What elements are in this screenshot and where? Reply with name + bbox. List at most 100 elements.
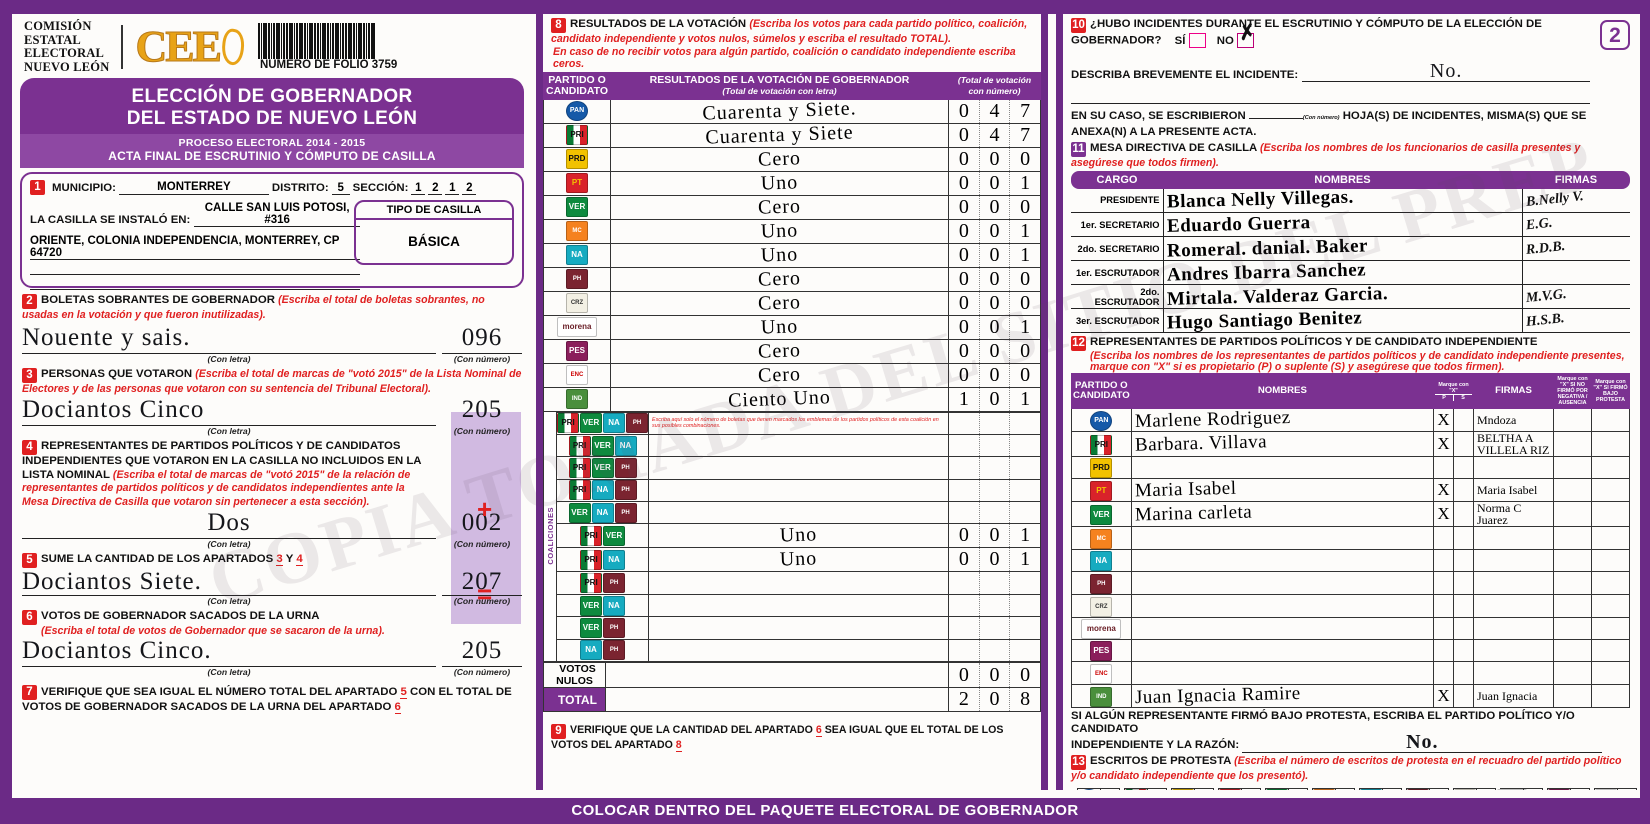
rep-no-firmo[interactable] [1553, 617, 1592, 640]
protest-box[interactable]: PRI [1124, 787, 1167, 790]
protest-box[interactable]: PRD [1171, 787, 1214, 790]
rep-firma[interactable] [1473, 571, 1554, 595]
rep-no-firmo[interactable] [1553, 408, 1592, 432]
rep-protesta[interactable] [1591, 661, 1630, 685]
section-6-number-value[interactable]: 205 [461, 637, 503, 664]
rep-propietario[interactable] [1433, 639, 1454, 662]
coalition-row-10-digits[interactable] [949, 639, 1040, 662]
coalition-row-words-cell[interactable] [648, 593, 949, 618]
protest-box-input[interactable] [1147, 788, 1166, 790]
coalition-row-9-digits[interactable] [949, 617, 1040, 639]
section-3-letter-value[interactable]: Dociantos Cinco [22, 396, 205, 423]
section-2-number-value[interactable]: 096 [461, 323, 503, 351]
rep-protesta[interactable] [1591, 594, 1630, 618]
rep-no-firmo[interactable] [1553, 456, 1592, 479]
protest-box[interactable]: VER [1265, 787, 1308, 790]
rep-protesta[interactable] [1591, 617, 1630, 640]
rep-suplente[interactable] [1453, 431, 1474, 457]
rep-nombre[interactable]: Barbara. Villava [1130, 431, 1435, 457]
coalition-row-3-digits[interactable] [949, 479, 1040, 502]
no-checkbox[interactable]: ✗ [1237, 21, 1258, 48]
rep-no-firmo[interactable] [1553, 571, 1592, 595]
coalition-row-words-cell[interactable] [648, 638, 949, 663]
coalition-row-words-cell[interactable]: Escriba aquí solo el número de boletas q… [648, 411, 949, 435]
rep-suplente[interactable] [1453, 661, 1474, 685]
protest-box[interactable]: PT [1218, 787, 1261, 790]
protest-box-input[interactable] [1476, 788, 1495, 790]
rep-nombre[interactable] [1130, 661, 1435, 685]
hojas-value[interactable] [1248, 118, 1303, 119]
rep-suplente[interactable] [1453, 408, 1474, 432]
protest-box-input[interactable] [1570, 788, 1589, 790]
address-line-4[interactable] [30, 289, 360, 290]
rep-propietario[interactable]: X [1433, 684, 1454, 708]
rep-suplente[interactable] [1453, 594, 1474, 618]
coalition-row-words-cell[interactable] [648, 478, 949, 503]
rep-no-firmo[interactable] [1553, 594, 1592, 618]
si-checkbox[interactable] [1188, 33, 1206, 48]
protest-box-input[interactable] [1523, 788, 1542, 790]
rep-protesta[interactable] [1591, 478, 1630, 502]
protest-box[interactable]: PES [1547, 787, 1590, 790]
rep-nombre[interactable] [1130, 571, 1435, 595]
vote-row-words-cell[interactable]: Cero [610, 266, 949, 292]
section-3-number-value[interactable]: 205 [461, 396, 503, 423]
coalition-row-4-digits[interactable] [949, 502, 1040, 524]
rep-suplente[interactable] [1453, 549, 1474, 572]
rep-firma[interactable]: Norma C Juarez [1473, 501, 1554, 527]
rep-protesta[interactable] [1591, 408, 1630, 432]
rep-suplente[interactable] [1453, 617, 1474, 640]
coalition-row-0-digits[interactable] [949, 412, 1040, 434]
coalition-row-words-cell[interactable]: Uno [648, 547, 949, 573]
coalition-row-words-cell[interactable] [648, 433, 949, 458]
rep-no-firmo[interactable] [1553, 684, 1592, 708]
rep-protesta[interactable] [1591, 684, 1630, 708]
coalition-row-2-digits[interactable] [949, 457, 1040, 479]
describe-incident-value[interactable]: No. [1429, 60, 1463, 82]
protest-box[interactable]: CRZ [1453, 787, 1496, 790]
protest-box[interactable]: PAN [1077, 787, 1120, 790]
coalition-row-8-digits[interactable] [949, 594, 1040, 617]
protest-box[interactable]: NA [1359, 787, 1402, 790]
seccion-digit-4[interactable]: 2 [462, 182, 477, 195]
protest-box-input[interactable] [1382, 788, 1401, 790]
rep-no-firmo[interactable] [1553, 501, 1592, 527]
rep-firma[interactable]: Mndoza [1473, 408, 1554, 432]
coalition-row-words-cell[interactable] [648, 616, 949, 640]
rep-no-firmo[interactable] [1553, 478, 1592, 502]
rep-propietario[interactable]: X [1433, 408, 1454, 432]
rep-propietario[interactable] [1433, 594, 1454, 618]
describe-incident-line-2[interactable] [1071, 84, 1590, 104]
vote-row-words-cell[interactable]: Cuarenta y Siete [610, 121, 949, 148]
rep-suplente[interactable] [1453, 526, 1474, 550]
rep-propietario[interactable] [1433, 571, 1454, 595]
vote-row-words-cell[interactable]: Cero [610, 362, 949, 388]
protest-box-input[interactable] [1288, 788, 1307, 790]
seccion-digit-3[interactable]: 1 [445, 182, 460, 195]
protest-box[interactable]: MC [1312, 787, 1355, 790]
rep-nombre[interactable]: Maria Isabel [1130, 478, 1435, 502]
rep-propietario[interactable] [1433, 661, 1454, 685]
rep-nombre[interactable]: Juan Ignacia Ramire [1130, 683, 1435, 708]
section-4-letter-value[interactable]: Dos [207, 509, 251, 536]
protest-box-input[interactable] [1617, 788, 1636, 790]
protest-box-input[interactable] [1100, 788, 1119, 790]
mesa-firma[interactable]: E.G. [1521, 212, 1630, 237]
rep-suplente[interactable] [1453, 456, 1474, 479]
rep-protesta[interactable] [1591, 571, 1630, 595]
rep-no-firmo[interactable] [1553, 549, 1592, 572]
coalition-row-words-cell[interactable] [648, 571, 949, 595]
rep-firma[interactable] [1473, 549, 1554, 572]
rep-suplente[interactable] [1453, 684, 1474, 708]
vote-row-words-cell[interactable]: Cero [610, 290, 949, 316]
rep-nombre[interactable] [1130, 549, 1435, 572]
rep-protesta[interactable] [1591, 639, 1630, 662]
rep-propietario[interactable] [1433, 617, 1454, 640]
protest-box[interactable]: PH [1406, 787, 1449, 790]
rep-nombre[interactable] [1130, 639, 1435, 662]
